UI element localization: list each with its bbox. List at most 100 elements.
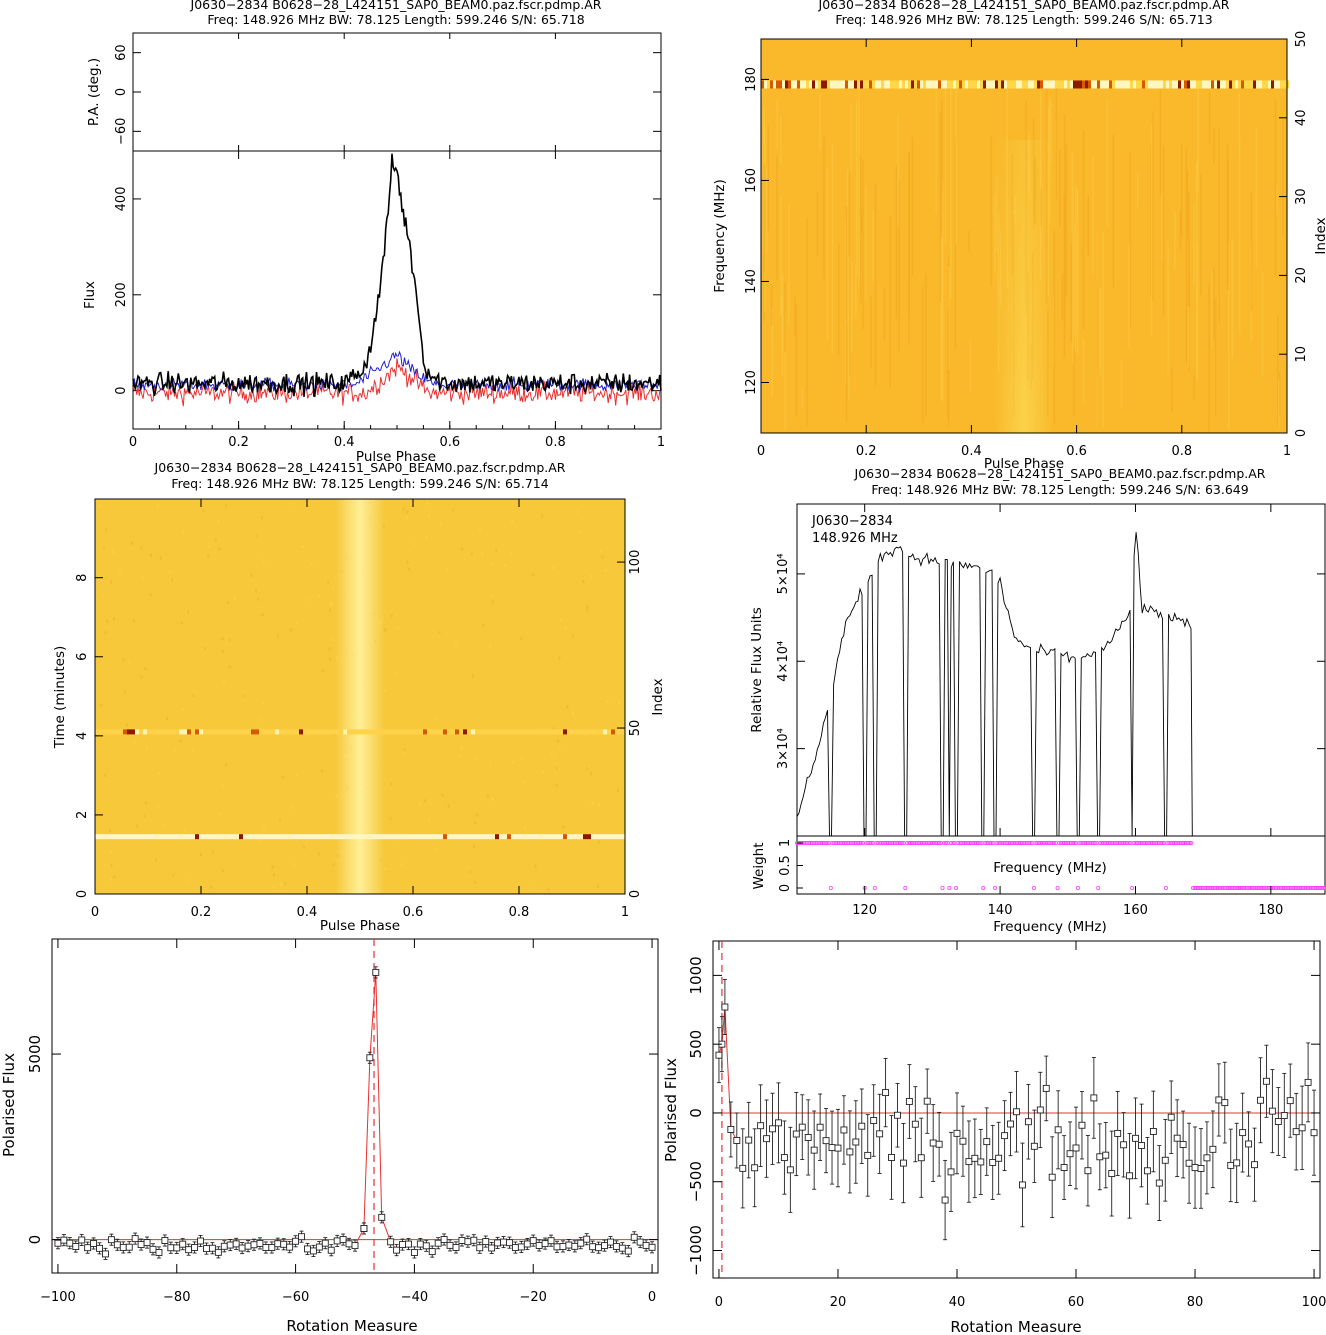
- tp-noise-cell: [183, 828, 186, 832]
- weight-ytick-label: 0: [778, 884, 793, 892]
- rm-point: [167, 1244, 175, 1252]
- tp-rfi-cell: [443, 729, 447, 735]
- fp-noise-stripe: [1208, 284, 1210, 433]
- weight-point: [1052, 841, 1057, 846]
- fp-ytick-right-label: 20: [1294, 267, 1309, 284]
- fp-rfi-cell: [1211, 80, 1214, 89]
- tp-rfi-cell: [491, 834, 495, 840]
- tp-rfi-cell: [331, 834, 335, 840]
- fp-ylabel: Frequency (MHz): [712, 179, 728, 292]
- fp-rfi-cell: [932, 80, 935, 89]
- rm-ytick-label: 5000: [26, 1035, 44, 1073]
- tp-noise-cell: [397, 626, 400, 630]
- fp-noise-stripe: [990, 136, 992, 286]
- tp-noise-cell: [597, 884, 599, 888]
- fp-noise-stripe: [1065, 144, 1068, 297]
- fp-rfi-cell: [971, 80, 974, 89]
- tp-xtick-label: 0.6: [403, 905, 424, 920]
- bp-xtick-label: 160: [1123, 903, 1148, 918]
- tp-noise-cell: [408, 567, 411, 571]
- fp-noise-stripe: [826, 168, 829, 342]
- tp-noise-cell: [559, 618, 562, 622]
- tp-noise-cell: [550, 751, 553, 755]
- tp-xtick-label: 0: [91, 905, 99, 920]
- tp-noise-cell: [218, 547, 221, 551]
- profile-line-I: [132, 153, 662, 397]
- fp-rfi-cell: [770, 80, 773, 89]
- tp-noise-cell: [523, 826, 526, 829]
- rm-point: [476, 1244, 484, 1252]
- tp-noise-cell: [272, 885, 275, 889]
- tp-noise-cell: [171, 578, 174, 582]
- fp-noise-stripe: [1074, 223, 1076, 336]
- fp-rfi-cell: [1268, 80, 1271, 89]
- tp-noise-cell: [590, 771, 593, 775]
- fp-rfi-cell: [1118, 80, 1121, 89]
- fp-rfi-cell: [1088, 80, 1091, 89]
- tp-noise-cell: [332, 586, 335, 589]
- rm-point: [1179, 1141, 1187, 1148]
- rm-point: [636, 1238, 644, 1246]
- fp-noise-stripe: [969, 341, 972, 392]
- tp-title-line2: Freq: 148.926 MHz BW: 78.125 Length: 599…: [171, 476, 548, 491]
- rm-xtick-label: 0: [648, 1290, 656, 1305]
- rm-point: [618, 1244, 626, 1252]
- tp-noise-cell: [101, 593, 104, 597]
- rm-point: [268, 1244, 276, 1251]
- fp-noise-stripe: [1059, 149, 1061, 227]
- tp-noise-cell: [440, 523, 443, 527]
- rm-point: [642, 1241, 650, 1249]
- fp-pulse-band: [993, 140, 1055, 433]
- fp-rfi-cell: [1049, 80, 1052, 89]
- tp-noise-cell: [136, 824, 139, 828]
- rm-xtick-label: −40: [401, 1290, 428, 1305]
- tp-xtick-label: 1: [621, 905, 629, 920]
- weight-point: [903, 886, 908, 891]
- fp-ytick-right-label: 10: [1294, 346, 1309, 363]
- rm2-xlabel: Rotation Measure: [950, 1318, 1081, 1335]
- fp-rfi-cell: [818, 80, 821, 89]
- tp-noise-cell: [131, 541, 134, 545]
- tp-noise-cell: [113, 617, 116, 620]
- rm-point: [1262, 1077, 1270, 1085]
- rm-point: [1024, 1118, 1032, 1126]
- tp-noise-cell: [591, 801, 594, 805]
- rm-point: [1245, 1140, 1253, 1148]
- profile-series: [132, 153, 662, 407]
- rm-point: [185, 1246, 193, 1254]
- rm-point: [250, 1241, 258, 1249]
- fp-noise-stripe: [908, 152, 910, 314]
- tp-noise-cell: [182, 707, 185, 711]
- rm-point: [977, 1158, 985, 1166]
- fp-rfi-cell: [782, 80, 785, 89]
- bp-xlabel: Frequency (MHz): [993, 919, 1106, 935]
- fp-rfi-cell: [1241, 80, 1244, 89]
- rm-point: [482, 1238, 490, 1246]
- tp-noise-cell: [474, 821, 477, 825]
- fp-rfi-cell: [1235, 80, 1238, 89]
- fp-rfi-cell: [1277, 80, 1280, 89]
- tp-noise-cell: [332, 863, 335, 867]
- fp-noise-stripe: [889, 217, 891, 389]
- rm-point: [208, 1244, 216, 1252]
- tp-noise-cell: [566, 705, 569, 709]
- tp-noise-cell: [225, 763, 227, 767]
- rm-point: [983, 1138, 991, 1146]
- freq-phase-panel: J0630−2834 B0628−28_L424151_SAP0_BEAM0.p…: [712, 0, 1326, 472]
- tp-noise-cell: [284, 881, 287, 885]
- rm-point: [763, 1135, 771, 1143]
- fp-rfi-cell: [1094, 80, 1097, 89]
- tp-noise-cell: [438, 631, 441, 634]
- tp-noise-cell: [119, 569, 122, 572]
- rm-point: [1042, 1084, 1050, 1092]
- fp-noise-stripe: [1152, 111, 1154, 302]
- pa-ytick-label: −60: [114, 118, 129, 145]
- rm-point: [630, 1233, 638, 1241]
- fp-noise-stripe: [1261, 272, 1264, 378]
- fp-rfi-cell: [839, 80, 842, 89]
- fp-noise-stripe: [1179, 211, 1182, 252]
- fp-noise-stripe: [858, 85, 860, 289]
- fp-noise-stripe: [767, 125, 770, 231]
- tp-noise-cell: [558, 656, 561, 660]
- weight-point: [1096, 886, 1101, 891]
